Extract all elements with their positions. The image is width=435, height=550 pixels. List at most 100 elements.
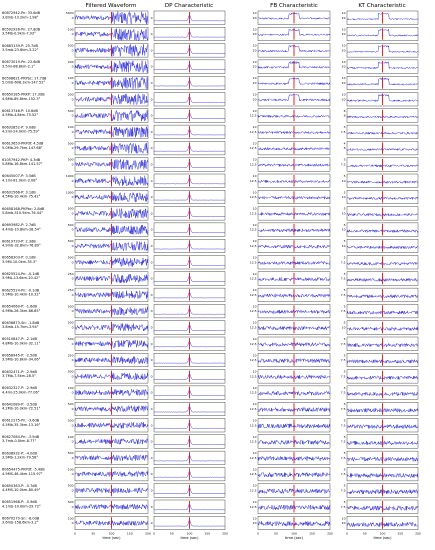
row-28: 60654475-PKPdf: -5.4dB4.9MS-46.4km-115.9… — [2, 467, 419, 482]
wave-y-tick-label: 100 — [68, 76, 74, 80]
row-label: 60658945-P: -2.5dB — [2, 354, 38, 358]
row-label: 60625524-Pn: -0.1dB — [2, 272, 40, 276]
wave-y-tick-label: 1000 — [66, 190, 74, 194]
fb-panel-frame — [257, 336, 331, 351]
fb-panel-frame — [257, 385, 331, 400]
wave-y-tick-label: 500 — [68, 500, 74, 504]
kt-panel-frame — [346, 92, 419, 107]
fb-panel-frame — [257, 287, 331, 302]
dp-panel-frame — [153, 336, 226, 351]
fb-y-tick-label: 12.5 — [250, 179, 257, 183]
wave-y-tick-label: 500 — [68, 402, 74, 406]
dp-panel-frame — [153, 239, 226, 253]
wave-y-tick-label: 0 — [72, 48, 74, 52]
fb-y-tick-label: 10 — [253, 304, 257, 308]
kt-y-tick-label: 20 — [342, 521, 346, 525]
fb-panel-frame — [257, 271, 331, 286]
row-label: 4.2ml-24.0km-75.59° — [2, 130, 40, 134]
fb-y-tick-label: 10 — [253, 337, 257, 341]
dp-x-tick-label: 100 — [187, 531, 193, 535]
row-label: 3.9Ml-10.0km-35.3° — [2, 260, 37, 264]
wave-y-tick-label: 500 — [68, 256, 74, 260]
wave-y-tick-label: 0 — [72, 211, 74, 215]
wave-y-tick-label: 0 — [72, 228, 74, 232]
fb-y-tick-label: 12.5 — [250, 456, 257, 460]
dp-y-tick-label: 0 — [151, 391, 153, 395]
kt-y-tick-label: 5 — [344, 239, 346, 243]
kt-panel-frame — [346, 450, 419, 465]
fb-panel-frame — [257, 467, 331, 482]
fb-y-tick-label: 12.5 — [250, 211, 257, 215]
dp-y-tick-label: 0 — [151, 505, 153, 509]
kt-y-tick-label: 5 — [344, 321, 346, 325]
fb-y-tick-label: 12.5 — [250, 342, 257, 346]
dp-y-tick-label: 0 — [151, 277, 153, 281]
kt-panel-frame — [346, 369, 419, 384]
kt-y-tick-label: 20 — [342, 16, 346, 20]
wave-y-tick-label: 0 — [72, 472, 74, 476]
fb-y-tick-label: 10 — [253, 272, 257, 276]
kt-panel-frame — [346, 190, 419, 204]
fb-y-tick-label: 10 — [253, 402, 257, 406]
wave-y-tick-label: 500 — [68, 109, 74, 113]
kt-y-tick-label: 5 — [344, 125, 346, 129]
dp-y-tick-label: 0 — [151, 16, 153, 20]
kt-y-tick-label: 5 — [344, 451, 346, 455]
fb-y-tick-label: 12.5 — [250, 162, 257, 166]
wave-panel-frame — [74, 320, 149, 335]
kt-panel-frame — [346, 271, 419, 286]
wave-y-tick-label: 0 — [72, 114, 74, 118]
row-label: 4.9mb-32.8km-76.89° — [2, 244, 41, 248]
kt-y-tick-label: 10 — [342, 93, 346, 97]
kt-y-tick-label: 7.5 — [341, 505, 346, 509]
kt-y-tick-label: 7.5 — [341, 488, 346, 492]
row-8: 60613653-PKPdf: 4.5dB5.0Mb-29.7km-147.68… — [2, 141, 419, 156]
kt-panel-frame — [346, 239, 419, 253]
dp-y-tick-label: 0 — [151, 195, 153, 199]
dp-panel-frame — [153, 59, 226, 74]
kt-y-tick-label: 7.5 — [341, 407, 346, 411]
dp-panel-frame — [153, 271, 226, 286]
fb-panel-frame — [257, 108, 331, 123]
kt-panel-frame — [346, 255, 419, 270]
fb-y-tick-label: 12.5 — [250, 146, 257, 150]
wave-panel-frame — [74, 499, 149, 514]
dp-y-tick-label: 0 — [151, 440, 153, 444]
kt-y-tick-label: 7.5 — [341, 260, 346, 264]
fb-y-tick-label: 20 — [253, 65, 257, 69]
row-label: 60636873-Sn: -1.8dB — [2, 321, 40, 325]
row-label: 60658303-P: 0.1dB — [2, 256, 36, 260]
fb-y-tick-label: 12.5 — [250, 260, 257, 264]
dp-y-tick-label: 0 — [151, 260, 153, 264]
wave-y-tick-label: 0 — [72, 407, 74, 411]
wave-y-tick-label: 500 — [68, 321, 74, 325]
dp-y-tick-label: 0 — [151, 65, 153, 69]
row-label: 60650185-PKKP: 17.3dB — [2, 93, 45, 97]
fb-y-tick-label: 12.5 — [250, 407, 257, 411]
dp-panel-frame — [153, 434, 226, 449]
row-label: 60619733-P: 2.3dB — [2, 239, 36, 243]
row-label: 3.9Mb-1.2km-79.58° — [2, 456, 38, 460]
fb-y-tick-label: 10 — [253, 516, 257, 520]
kt-panel-frame — [346, 320, 419, 335]
dp-y-tick-label: 0 — [151, 162, 153, 166]
fb-y-tick-label: 10 — [253, 60, 257, 64]
dp-y-tick-label: 0 — [151, 179, 153, 183]
fb-panel-frame — [257, 239, 331, 253]
wave-y-tick-label: 500 — [68, 370, 74, 374]
kt-y-tick-label: 7.5 — [341, 391, 346, 395]
wave-y-tick-label: 500 — [68, 484, 74, 488]
fb-y-tick-label: 10 — [253, 190, 257, 194]
wave-y-tick-label: 0 — [72, 423, 74, 427]
row-label: 5.8mb-510.5km-76.44° — [2, 211, 43, 215]
kt-y-tick-label: 7.5 — [341, 472, 346, 476]
row-label: 5.0mb-608.1km-147.52° — [2, 81, 45, 85]
kt-y-tick-label: 10 — [342, 27, 346, 31]
wave-y-tick-label: 0 — [72, 260, 74, 264]
